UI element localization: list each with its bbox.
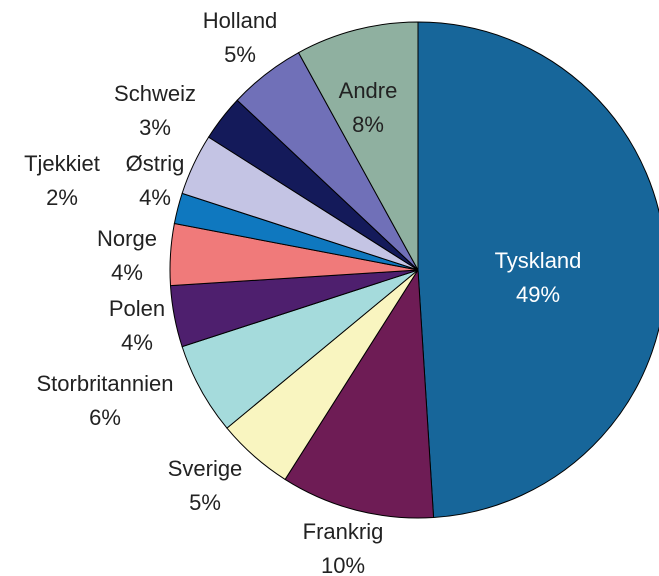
slice-label: Schweiz [114,81,196,106]
slice-label: Østrig [126,151,185,176]
slice-value-label: 5% [224,42,256,67]
slice-value-label: 6% [89,405,121,430]
slice-value-label: 4% [121,330,153,355]
slice-label: Storbritannien [37,371,174,396]
pie-slice [417,21,659,519]
slice-value-label: 8% [352,112,384,137]
slice-value-label: 3% [139,115,171,140]
slice-label: Frankrig [303,519,384,544]
slice-value-label: 4% [111,260,143,285]
slice-label: Polen [109,296,165,321]
slice-value-label: 4% [139,185,171,210]
slice-label: Tjekkiet [24,151,100,176]
pie-slice [297,21,419,271]
slice-label: Tyskland [495,248,582,273]
slice-label: Sverige [168,456,243,481]
slice-label: Andre [339,78,398,103]
slice-value-label: 5% [189,490,221,515]
slice-label: Holland [203,8,278,33]
slice-value-label: 49% [516,282,560,307]
slice-value-label: 2% [46,185,78,210]
slice-value-label: 10% [321,553,365,576]
slice-label: Norge [97,226,157,251]
pie-slice [284,268,435,519]
